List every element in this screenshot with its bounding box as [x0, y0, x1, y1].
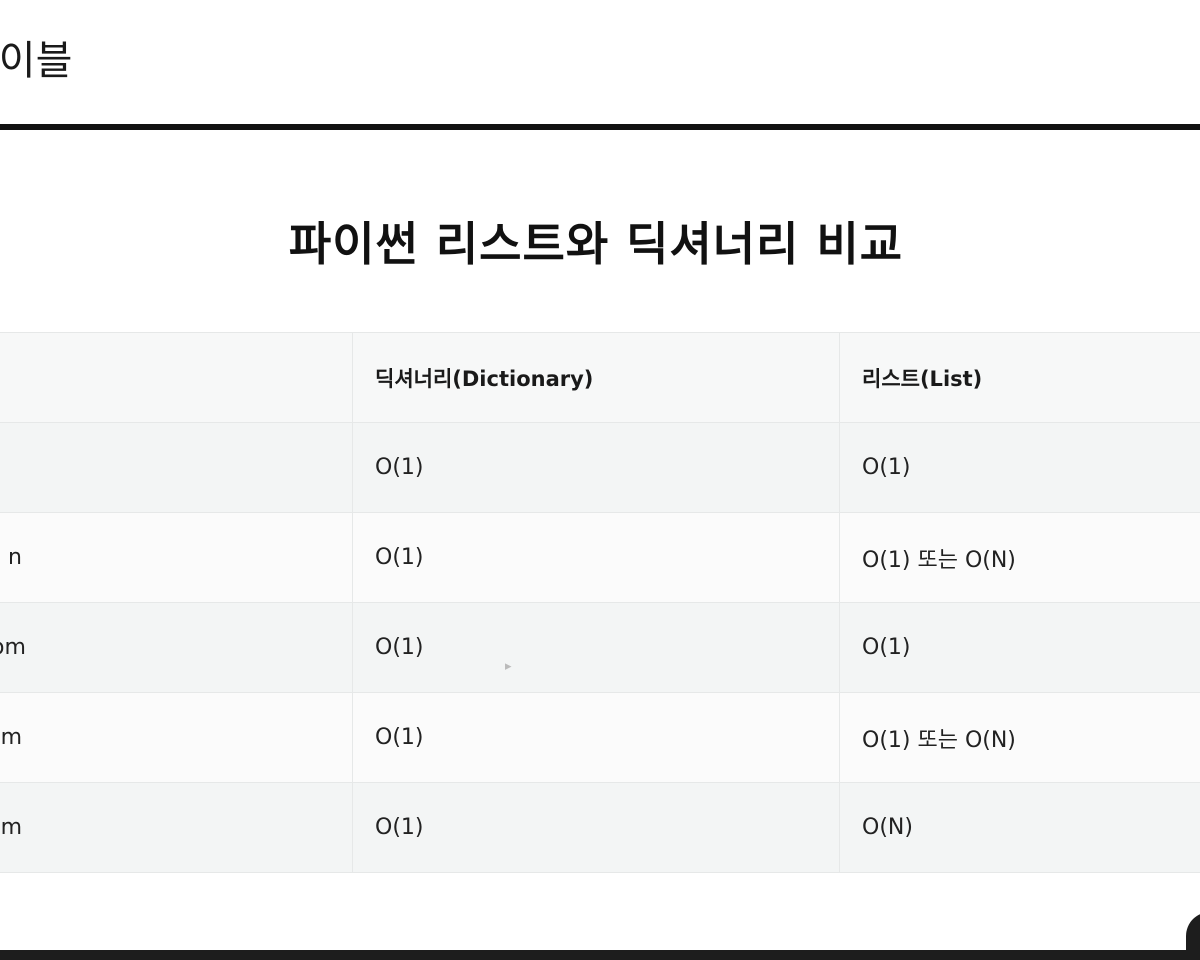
operation-cell	[0, 422, 353, 513]
mouse-cursor-icon: ▸	[505, 659, 512, 674]
dictionary-complexity-cell: O(1)	[352, 422, 840, 513]
list-complexity-cell: O(1) 또는 O(N)	[839, 512, 1200, 603]
column-header-list: 리스트(List)	[839, 332, 1200, 423]
page-header: 테이블	[0, 0, 1200, 124]
document-content: 파이썬 리스트와 딕셔너리 비교 딕셔너리(Dictionary) 리스트(Li…	[0, 130, 1200, 950]
operation-cell: m	[0, 692, 353, 783]
corner-overlay-shape	[1186, 912, 1200, 960]
list-complexity-cell: O(N)	[839, 782, 1200, 873]
table-row: m O(1) O(1) 또는 O(N)	[0, 692, 1200, 783]
column-header-dictionary: 딕셔너리(Dictionary)	[352, 332, 840, 423]
dictionary-complexity-cell: O(1)	[352, 692, 840, 783]
operation-cell: om	[0, 602, 353, 693]
header-divider	[0, 124, 1200, 130]
table-row: O(1) O(1)	[0, 422, 1200, 513]
dictionary-complexity-cell: O(1)	[352, 782, 840, 873]
operation-cell: n	[0, 512, 353, 603]
table-header-row: 딕셔너리(Dictionary) 리스트(List)	[0, 332, 1200, 423]
table-row: om O(1) O(1)	[0, 602, 1200, 693]
bottom-bar	[0, 950, 1200, 960]
header-title: 테이블	[0, 38, 73, 84]
operation-cell: m	[0, 782, 353, 873]
document-title: 파이썬 리스트와 딕셔너리 비교	[288, 217, 904, 271]
list-complexity-cell: O(1) 또는 O(N)	[839, 692, 1200, 783]
table-row: n O(1) O(1) 또는 O(N)	[0, 512, 1200, 603]
column-header-operation	[0, 332, 353, 423]
dictionary-complexity-cell: O(1)	[352, 512, 840, 603]
list-complexity-cell: O(1)	[839, 602, 1200, 693]
dictionary-complexity-cell: O(1)	[352, 602, 840, 693]
list-complexity-cell: O(1)	[839, 422, 1200, 513]
comparison-table: 딕셔너리(Dictionary) 리스트(List) O(1) O(1) n O…	[0, 332, 1200, 873]
table-row: m O(1) O(N)	[0, 782, 1200, 873]
